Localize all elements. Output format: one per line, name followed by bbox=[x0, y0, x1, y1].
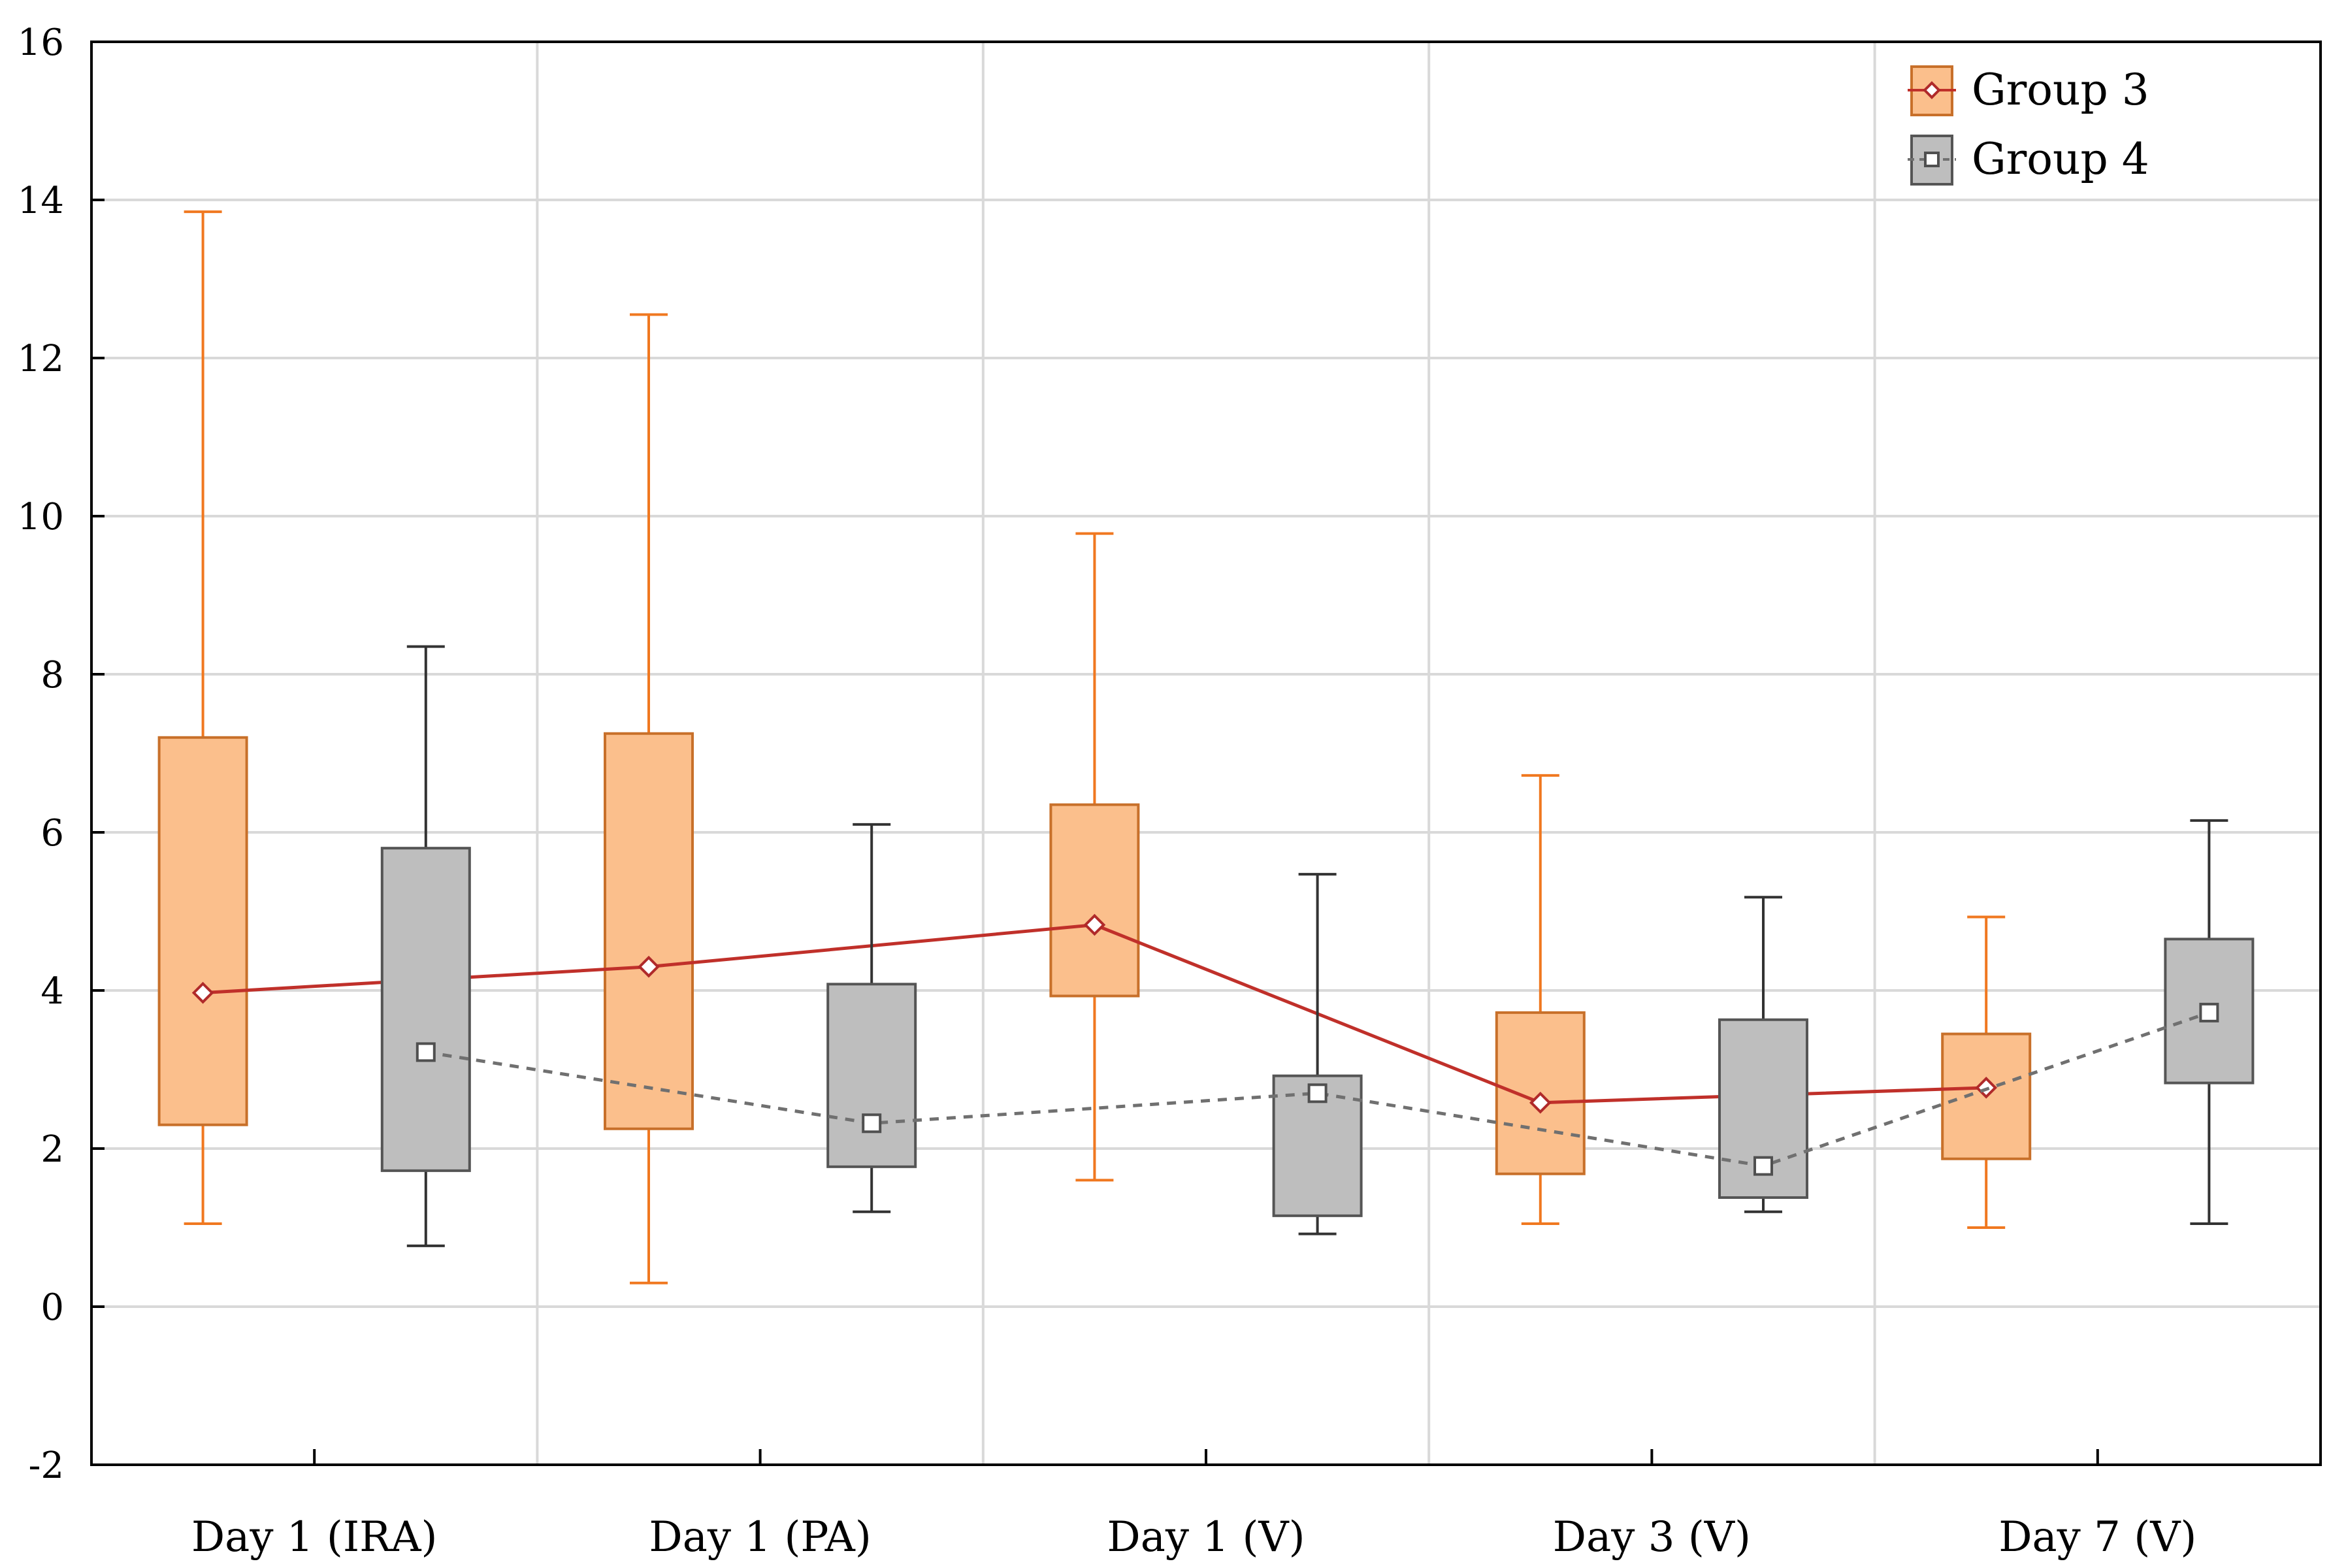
y-tick-label: 12 bbox=[18, 338, 64, 380]
x-tick-label: Day 1 (IRA) bbox=[191, 1513, 438, 1561]
y-tick-label: 16 bbox=[18, 22, 64, 64]
box-3-3 bbox=[1049, 532, 1140, 1182]
y-tick-label: 0 bbox=[41, 1286, 64, 1329]
median-marker-diamond bbox=[1529, 1091, 1552, 1114]
x-tick-label: Day 1 (PA) bbox=[649, 1513, 871, 1561]
legend: Group 3 Group 4 bbox=[1908, 65, 2149, 186]
legend-marker-diamond bbox=[1923, 81, 1941, 99]
iqr-box bbox=[1049, 803, 1140, 998]
box-3-4 bbox=[1495, 774, 1586, 1225]
iqr-box bbox=[380, 847, 471, 1172]
median-marker-diamond bbox=[1083, 913, 1106, 936]
legend-label: Group 3 bbox=[1972, 65, 2149, 115]
y-tick-label: -2 bbox=[28, 1445, 64, 1487]
x-tick-label: Day 3 (V) bbox=[1553, 1513, 1751, 1561]
y-tick-label: 8 bbox=[41, 654, 64, 696]
axis-layer: -2 0 2 4 6 8 10 12 14 16 Day 1 (IRA) Day 1 (PA) Day … bbox=[18, 22, 2322, 1561]
legend-marker-square bbox=[1924, 152, 1940, 167]
box-3-1 bbox=[157, 210, 248, 1225]
median-marker-square bbox=[1307, 1083, 1328, 1103]
iqr-box bbox=[157, 736, 248, 1126]
legend-item-4: Group 4 bbox=[1908, 134, 2149, 186]
median-marker-diamond bbox=[191, 981, 214, 1004]
iqr-box bbox=[604, 732, 694, 1130]
median-marker-square bbox=[1753, 1156, 1773, 1176]
median-marker-diamond bbox=[638, 955, 660, 978]
y-tick-label: 4 bbox=[41, 970, 64, 1013]
box-4-5 bbox=[2164, 819, 2255, 1225]
x-tick-label: Day 1 (V) bbox=[1107, 1513, 1305, 1561]
box-4-2 bbox=[826, 823, 917, 1213]
y-tick-label: 14 bbox=[18, 180, 64, 222]
iqr-box bbox=[826, 983, 917, 1168]
legend-item-3: Group 3 bbox=[1908, 65, 2149, 116]
median-marker-square bbox=[416, 1042, 436, 1062]
y-tick-label: 10 bbox=[18, 496, 64, 538]
box-4-1 bbox=[380, 645, 471, 1247]
median-marker-square bbox=[862, 1113, 882, 1134]
box-3-2 bbox=[604, 313, 694, 1284]
y-tick-label: 2 bbox=[41, 1128, 64, 1171]
box-3-5 bbox=[1941, 915, 2032, 1229]
y-tick-label: 6 bbox=[41, 812, 64, 855]
legend-label: Group 4 bbox=[1972, 134, 2149, 184]
x-tick-label: Day 7 (V) bbox=[1998, 1513, 2196, 1561]
median-marker-square bbox=[2199, 1002, 2219, 1022]
series-layer bbox=[157, 210, 2255, 1284]
box-4-3 bbox=[1272, 873, 1363, 1235]
